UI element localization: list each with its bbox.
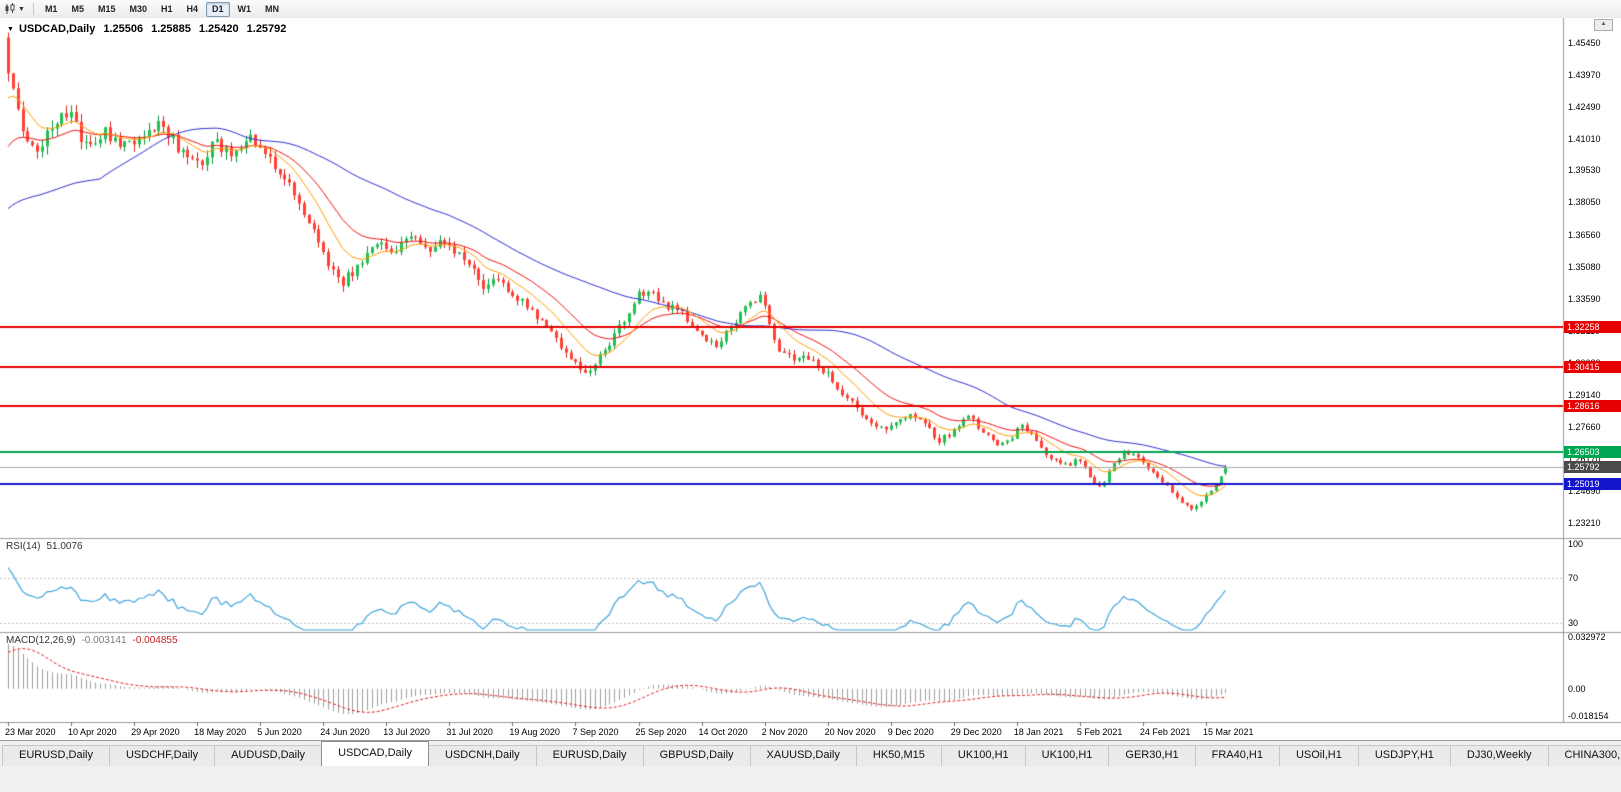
- bottom-tab-bar: EURUSD,Daily USDCHF,Daily AUDUSD,Daily USDC…: [0, 740, 1621, 766]
- date-axis-label: 23 Mar 2020: [5, 727, 56, 737]
- macd-axis-label: 0.00: [1568, 683, 1586, 694]
- ohlc-close: 1.25792: [246, 23, 287, 35]
- chart-area: ▼ USDCAD,Daily 1.25506 1.25885 1.25420 1…: [0, 18, 1621, 740]
- rsi-axis-label: 30: [1568, 618, 1579, 629]
- price-axis-label: 1.24690: [1568, 485, 1601, 496]
- price-axis-label: 1.45450: [1568, 37, 1601, 48]
- symbol-tab-dj30-weekly[interactable]: DJ30,Weekly: [1449, 745, 1549, 766]
- date-axis-label: 5 Jun 2020: [257, 727, 302, 737]
- symbol-tab-eurusd-daily[interactable]: EURUSD,Daily: [535, 745, 644, 766]
- toolbar-separator: [32, 3, 34, 15]
- macd-signal-value: -0.004855: [132, 635, 178, 646]
- symbol-tab-uk100-h1[interactable]: UK100,H1: [940, 745, 1026, 766]
- chart-header: ▼ USDCAD,Daily 1.25506 1.25885 1.25420 1…: [7, 23, 286, 35]
- macd-axis-label: 0.032972: [1568, 632, 1606, 642]
- date-axis-label: 31 Jul 2020: [446, 727, 493, 737]
- price-axis-label: 1.38050: [1568, 197, 1601, 208]
- timeframe-button-w1[interactable]: W1: [237, 3, 252, 14]
- price-axis-label: 1.41010: [1568, 133, 1601, 144]
- macd-value: -0.003141: [81, 635, 127, 646]
- date-axis-label: 2 Nov 2020: [761, 727, 808, 737]
- timeframe-button-h1[interactable]: H1: [161, 3, 173, 14]
- date-axis-label: 25 Sep 2020: [635, 727, 687, 737]
- date-axis-label: 5 Feb 2021: [1076, 727, 1123, 737]
- date-axis-label: 10 Apr 2020: [68, 727, 117, 737]
- date-axis-label: 18 Jan 2021: [1013, 727, 1064, 737]
- date-axis-label: 7 Sep 2020: [572, 727, 619, 737]
- macd-name: MACD(12,26,9): [6, 635, 76, 646]
- price-chart-canvas[interactable]: [0, 18, 1621, 740]
- timeframe-button-h4[interactable]: H4: [186, 3, 199, 14]
- date-axis-label: 20 Nov 2020: [824, 727, 876, 737]
- macd-axis-label: -0.018154: [1568, 711, 1609, 721]
- date-axis-label: 13 Jul 2020: [383, 727, 430, 737]
- level-price-badge: 1.30415: [1564, 361, 1621, 374]
- symbol-tab-uk100-h1[interactable]: UK100,H1: [1024, 745, 1110, 766]
- price-axis-label: 1.43970: [1568, 69, 1601, 80]
- date-axis-label: 24 Feb 2021: [1139, 727, 1191, 737]
- date-axis-label: 14 Oct 2020: [698, 727, 748, 737]
- chart-symbol-title: USDCAD,Daily: [18, 23, 96, 35]
- date-axis-label: 15 Mar 2021: [1202, 727, 1254, 737]
- price-axis-label: 1.35080: [1568, 261, 1601, 272]
- price-axis-label: 1.27660: [1568, 421, 1601, 432]
- symbol-tab-hk50-m15[interactable]: HK50,M15: [855, 745, 942, 766]
- price-axis-label: 1.33590: [1568, 293, 1601, 304]
- date-axis-label: 19 Aug 2020: [509, 727, 560, 737]
- symbol-tab-usdchf-daily[interactable]: USDCHF,Daily: [108, 745, 216, 766]
- symbol-tab-gbpusd-daily[interactable]: GBPUSD,Daily: [642, 745, 751, 766]
- date-axis-label: 9 Dec 2020: [887, 727, 934, 737]
- timeframe-button-m5[interactable]: M5: [71, 3, 84, 14]
- macd-indicator-label: MACD(12,26,9) -0.003141 -0.004855: [6, 635, 178, 646]
- symbol-tab-usoil-h1[interactable]: USOil,H1: [1278, 745, 1359, 766]
- level-price-badge: 1.25019: [1564, 477, 1621, 490]
- date-axis-label: 29 Dec 2020: [950, 727, 1002, 737]
- price-axis-label: 1.36560: [1568, 229, 1601, 240]
- collapse-arrow-icon[interactable]: ▼: [7, 25, 14, 33]
- timeframe-button-m1[interactable]: M1: [44, 3, 58, 14]
- timeframe-button-mn[interactable]: MN: [265, 3, 280, 14]
- timeframe-group: M1 M5 M15 M30 H1 H4 D1 W1 MN: [38, 1, 286, 17]
- top-toolbar: ▼ M1 M5 M15 M30 H1 H4 D1 W1 MN: [0, 0, 1621, 19]
- chart-scroll-up-button[interactable]: ▲: [1594, 19, 1613, 31]
- timeframe-button-m15[interactable]: M15: [97, 3, 116, 14]
- price-axis-label: 1.42490: [1568, 101, 1601, 112]
- price-axis-label: 1.26170: [1568, 453, 1601, 464]
- current-price-badge: 1.25792: [1564, 461, 1621, 474]
- ohlc-low: 1.25420: [198, 23, 239, 35]
- rsi-name: RSI(14): [6, 541, 41, 552]
- ohlc-high: 1.25885: [151, 23, 191, 35]
- symbol-tab-audusd-daily[interactable]: AUDUSD,Daily: [214, 745, 323, 766]
- price-axis-label: 1.39530: [1568, 165, 1601, 176]
- symbol-tab-ger30-h1[interactable]: GER30,H1: [1108, 745, 1196, 766]
- rsi-value: 51.0076: [46, 541, 83, 552]
- level-price-badge: 1.26503: [1564, 445, 1621, 458]
- symbol-tab-fra40-h1[interactable]: FRA40,H1: [1194, 745, 1280, 766]
- symbol-tab-china300-h1[interactable]: CHINA300,H1: [1547, 745, 1621, 766]
- ohlc-open: 1.25506: [103, 23, 144, 35]
- rsi-axis-label: 70: [1568, 573, 1579, 584]
- price-axis-label: 1.29140: [1568, 389, 1601, 400]
- rsi-indicator-label: RSI(14) 51.0076: [6, 541, 83, 552]
- level-price-badge: 1.32258: [1564, 321, 1621, 334]
- level-price-badge: 1.28616: [1564, 400, 1621, 413]
- symbol-tab-usdjpy-h1[interactable]: USDJPY,H1: [1357, 745, 1451, 766]
- date-axis-label: 18 May 2020: [194, 727, 247, 737]
- timeframe-button-d1[interactable]: D1: [206, 1, 230, 17]
- date-axis-label: 29 Apr 2020: [131, 727, 180, 737]
- chart-type-icon[interactable]: [4, 3, 16, 15]
- symbol-tab-usdcad-daily[interactable]: USDCAD,Daily: [321, 741, 430, 766]
- price-axis-label: 1.23210: [1568, 517, 1601, 528]
- date-axis-label: 24 Jun 2020: [320, 727, 370, 737]
- symbol-tab-eurusd-daily[interactable]: EURUSD,Daily: [2, 745, 110, 766]
- timeframe-button-m30[interactable]: M30: [129, 3, 147, 14]
- chart-type-dropdown-icon[interactable]: ▼: [18, 5, 25, 13]
- symbol-tab-xauusd-daily[interactable]: XAUUSD,Daily: [749, 745, 857, 766]
- symbol-tab-usdcnh-daily[interactable]: USDCNH,Daily: [428, 745, 537, 766]
- rsi-axis-label: 100: [1568, 539, 1584, 550]
